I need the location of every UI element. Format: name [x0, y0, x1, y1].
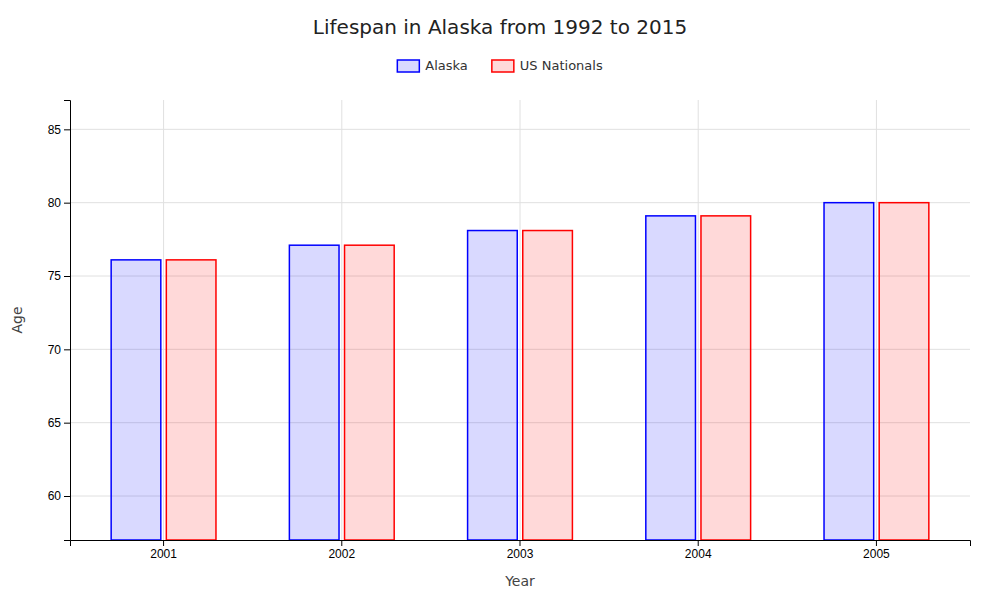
chart-container: 2001 2002 2003 2004 2005 60 65 70 75 80 85 Lifespan…	[0, 0, 1000, 600]
y-axis-title: Age	[9, 306, 25, 333]
x-tick-mark	[698, 540, 699, 546]
legend-label: US Nationals	[520, 58, 603, 73]
x-tick-mark	[520, 540, 521, 546]
y-tick-mark	[64, 496, 70, 497]
legend-swatch	[492, 60, 514, 72]
x-grid-line	[163, 100, 164, 540]
x-tick-label: 2005	[863, 547, 890, 561]
x-grid-line	[876, 100, 877, 540]
chart-svg: 2001 2002 2003 2004 2005 60 65 70 75 80 85 Lifespan…	[0, 0, 1000, 600]
y-tick-label: 75	[48, 269, 62, 283]
y-tick-label: 85	[48, 123, 62, 137]
x-axis-title: Year	[504, 573, 535, 589]
plot-area: 2001 2002 2003 2004 2005 60 65 70 75 80 85	[48, 100, 971, 561]
bar-series	[166, 203, 929, 540]
y-tick-mark	[64, 203, 70, 204]
x-grid-line	[341, 100, 342, 540]
y-tick-mark	[64, 129, 70, 130]
bar	[345, 245, 395, 540]
x-tick: 2003	[507, 540, 534, 561]
y-tick-label: 60	[48, 489, 62, 503]
y-tick-mark	[64, 349, 70, 350]
grid	[70, 100, 970, 540]
x-tick: 2002	[328, 540, 355, 561]
bar	[289, 245, 339, 540]
y-axis-line	[64, 101, 71, 541]
y-tick-label: 65	[48, 416, 62, 430]
bar	[166, 260, 216, 540]
bar	[824, 203, 874, 540]
bar-series	[111, 203, 874, 540]
y-tick: 80	[48, 196, 70, 210]
y-tick-label: 80	[48, 196, 62, 210]
bars	[111, 203, 929, 540]
x-tick-mark	[876, 540, 877, 546]
y-tick-label: 70	[48, 343, 62, 357]
y-tick: 60	[48, 489, 70, 503]
x-axis: 2001 2002 2003 2004 2005	[71, 540, 971, 561]
bar	[523, 231, 573, 540]
x-grid-line	[520, 100, 521, 540]
y-tick: 70	[48, 343, 70, 357]
x-grid-line	[698, 100, 699, 540]
title: Lifespan in Alaska from 1992 to 2015	[313, 15, 687, 39]
x-tick-mark	[163, 540, 164, 546]
legend-label: Alaska	[425, 58, 468, 73]
x-tick: 2005	[863, 540, 890, 561]
x-tick: 2001	[150, 540, 177, 561]
y-tick-mark	[64, 276, 70, 277]
bar	[111, 260, 161, 540]
legend: Alaska US Nationals	[397, 58, 603, 73]
x-tick: 2004	[685, 540, 712, 561]
bar	[468, 231, 518, 540]
x-tick-label: 2001	[150, 547, 177, 561]
legend-swatch	[397, 60, 419, 72]
bar	[701, 216, 751, 540]
x-tick-mark	[341, 540, 342, 546]
y-tick-mark	[64, 423, 70, 424]
x-tick-label: 2002	[328, 547, 355, 561]
y-tick: 75	[48, 269, 70, 283]
legend-item: Alaska	[397, 58, 468, 73]
x-tick-label: 2004	[685, 547, 712, 561]
x-tick-label: 2003	[507, 547, 534, 561]
y-axis: 60 65 70 75 80 85	[48, 101, 71, 541]
legend-item: US Nationals	[492, 58, 603, 73]
y-tick: 65	[48, 416, 70, 430]
y-tick: 85	[48, 123, 70, 137]
bar	[879, 203, 929, 540]
x-axis-line	[71, 541, 971, 547]
bar	[646, 216, 696, 540]
